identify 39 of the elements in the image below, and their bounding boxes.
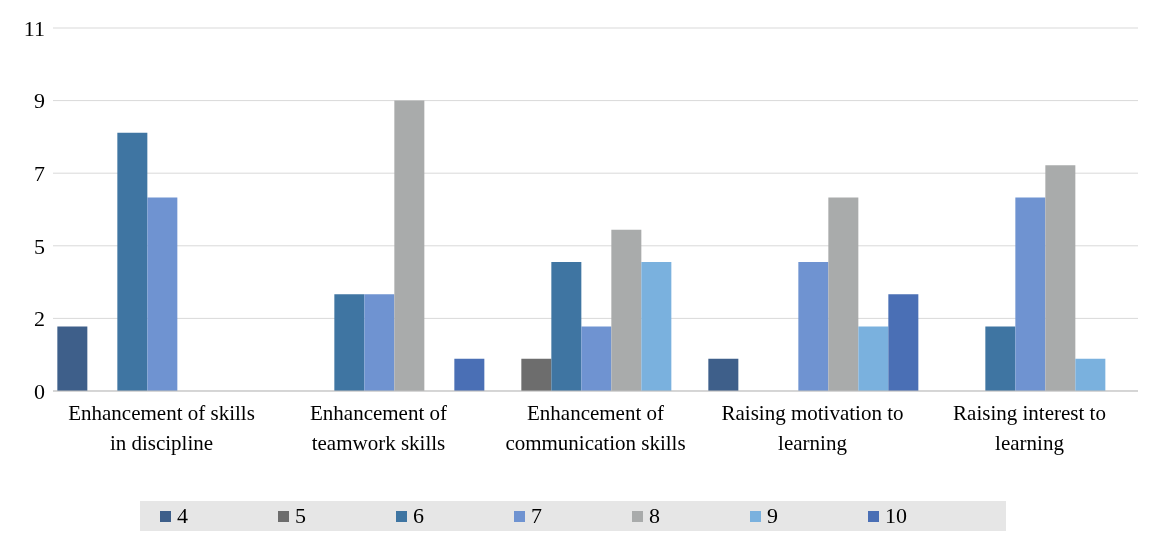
bar — [828, 197, 859, 391]
x-tick-label: Enhancement of skills in discipline — [68, 400, 255, 455]
bar — [521, 358, 552, 391]
legend-label: 5 — [294, 503, 307, 529]
bar — [581, 326, 612, 391]
x-tick-label: Raising interest to learning — [953, 400, 1106, 455]
legend-label: 6 — [412, 503, 425, 529]
bar — [611, 229, 642, 391]
y-tick-label: 7 — [34, 161, 45, 187]
bar — [334, 294, 365, 391]
y-tick-label: 5 — [34, 233, 45, 259]
legend-label: 7 — [530, 503, 543, 529]
bar — [888, 294, 919, 391]
bar — [708, 358, 739, 391]
x-tick-label: Enhancement of teamwork skills — [309, 400, 448, 455]
legend-label: 8 — [648, 503, 661, 529]
bar — [454, 358, 485, 391]
y-tick-label: 2 — [34, 306, 45, 332]
bar — [364, 294, 395, 391]
y-tick-label: 9 — [34, 88, 45, 114]
bar — [985, 326, 1016, 391]
bar — [57, 326, 88, 391]
bar — [147, 197, 178, 391]
bar — [117, 132, 148, 391]
x-tick-label: Enhancement of communication skills — [505, 400, 686, 455]
legend-label: 4 — [176, 503, 189, 529]
bar — [394, 100, 425, 391]
y-tick-label: 11 — [23, 15, 45, 41]
x-tick-label: Raising motivation to learning — [721, 400, 904, 455]
bar — [641, 261, 672, 391]
bar — [858, 326, 889, 391]
bar — [1075, 358, 1106, 391]
y-tick-label: 0 — [34, 378, 45, 404]
legend-label: 10 — [884, 503, 908, 529]
bar — [551, 261, 582, 391]
bar — [798, 261, 829, 391]
bar — [1015, 197, 1046, 391]
legend-label: 9 — [766, 503, 779, 529]
bar — [1045, 165, 1076, 391]
